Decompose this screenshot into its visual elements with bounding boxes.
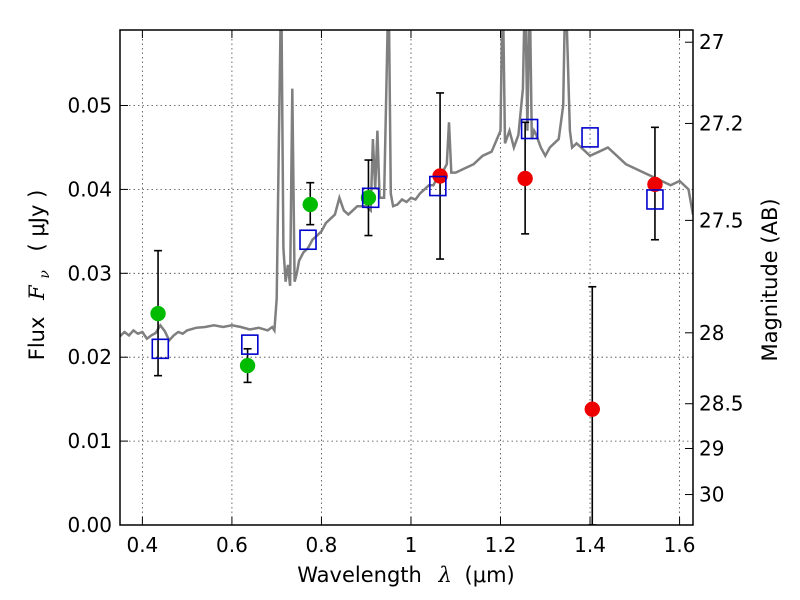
model-point-square [646,189,664,210]
y2-axis-label: Magnitude (AB) [758,198,782,361]
x-tick-label: 1.6 [664,533,696,557]
green-data-point [302,196,319,213]
model-point-square [151,338,170,360]
y-tick-label: 0.04 [67,177,112,201]
axis-ticks: 0.4 0.6 0.8 1 1.2 1.4 1.6 0.00 0.01 0.02 0.03 0.04 0… [67,30,744,557]
x-tick-label: 0.8 [306,533,338,557]
red-data-point [584,401,601,417]
y-axis-label-subscript: ν [37,270,53,279]
y-axis-label: Flux F ν ( μJy ) [25,190,54,361]
y-tick-label: 0.05 [67,94,112,118]
x-axis-label-symbol: λ [438,563,452,587]
y2-tick-label: 29 [699,436,724,460]
model-point-square [241,334,259,355]
y-axis-label-text: Flux [25,317,49,361]
y2-tick-label: 30 [699,483,724,507]
y-axis-label-unit: ( μJy ) [25,190,49,252]
green-data-point [150,305,166,322]
x-axis-label-text: Wavelength [297,563,422,587]
plot-frame [119,29,694,526]
plot-background [120,30,693,525]
data-marks [150,92,664,525]
x-tick-label: 1.2 [485,533,517,557]
model-point-square [429,175,447,197]
y-tick-label: 0.00 [67,513,112,537]
y-tick-label: 0.01 [67,429,112,453]
x-axis-label-unit: (μm) [465,563,515,587]
model-spectrum-line [120,30,693,343]
green-data-point [360,190,377,206]
model-point-square [361,187,380,209]
model-point-square [520,118,539,140]
y2-tick-label: 28.5 [699,392,744,416]
model-point-square [299,229,317,251]
y2-tick-label: 28 [699,321,724,345]
red-data-point [647,176,663,193]
x-tick-label: 0.4 [126,533,158,557]
y2-tick-label: 27.5 [699,208,744,232]
green-data-point [239,357,256,374]
y-tick-label: 0.02 [67,345,112,369]
plot-area [120,30,693,525]
y2-tick-label: 27.2 [699,111,744,135]
red-data-point [517,170,533,187]
y-tick-label: 0.03 [67,261,112,285]
x-tick-label: 1 [405,533,418,557]
x-axis-label: Wavelength λ (μm) [297,563,514,587]
x-tick-label: 0.6 [216,533,248,557]
x-tick-label: 1.4 [574,533,606,557]
model-point-square [581,127,599,148]
y-axis-label-symbol: F [25,284,49,301]
y2-tick-label: 27 [699,30,724,54]
